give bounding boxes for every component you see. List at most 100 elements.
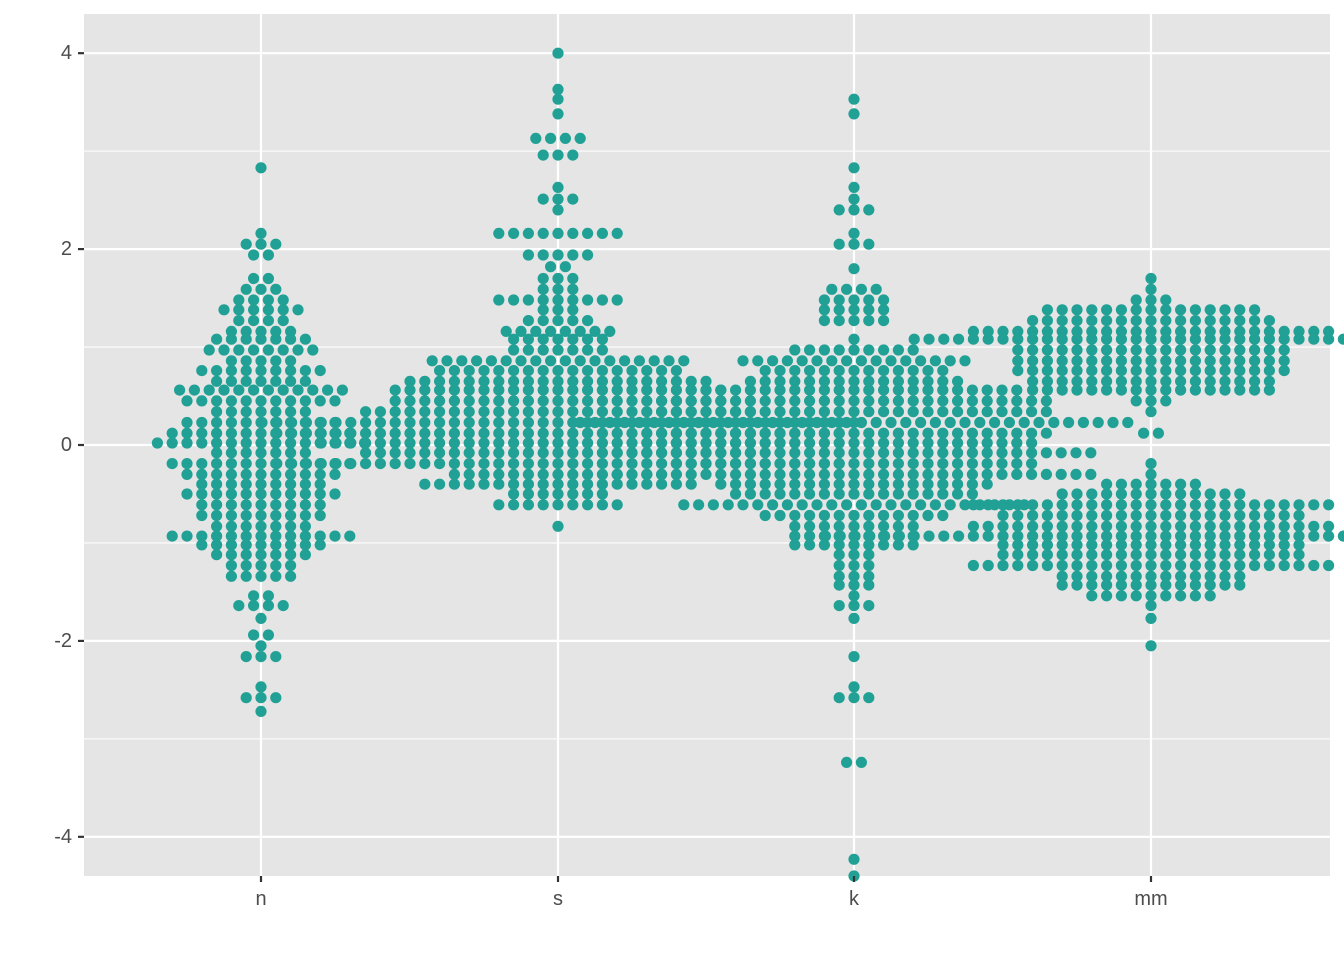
data-point-k (833, 395, 845, 407)
data-point-s (685, 478, 697, 490)
data-point-mm (1308, 520, 1320, 532)
data-point-k (589, 416, 601, 429)
data-point-s (522, 478, 535, 490)
data-point-mm (1145, 333, 1157, 345)
data-point-mm (1175, 355, 1187, 367)
data-point-k (959, 416, 971, 429)
data-point-k (848, 238, 860, 250)
data-point-mm (1145, 579, 1157, 591)
data-point-k (892, 395, 905, 407)
data-point-mm (1130, 570, 1142, 582)
data-point-s (463, 384, 475, 396)
data-point-s (589, 325, 601, 337)
data-point-n (270, 468, 282, 480)
data-point-n (196, 365, 208, 377)
data-point-k (863, 395, 875, 407)
data-point-s (596, 375, 609, 387)
data-point-k (826, 499, 838, 511)
data-point-s (582, 427, 594, 439)
data-point-k (848, 204, 860, 216)
data-point-k (848, 692, 860, 704)
data-point-s (345, 427, 357, 439)
data-point-k (730, 437, 742, 449)
data-point-k (670, 395, 683, 407)
data-point-mm (1175, 579, 1187, 591)
data-point-k (700, 458, 712, 470)
data-point-mm (997, 499, 1009, 511)
data-point-s (648, 355, 660, 367)
data-point-mm (1293, 499, 1305, 511)
data-point-k (878, 427, 890, 439)
data-point-mm (938, 530, 950, 542)
data-point-mm (1041, 520, 1053, 532)
data-point-mm (1175, 325, 1187, 337)
data-point-mm (1219, 570, 1231, 582)
data-point-k (878, 488, 890, 500)
data-point-mm (982, 325, 994, 337)
data-point-mm (1160, 509, 1172, 522)
data-point-mm (1130, 375, 1142, 387)
data-point-mm (1101, 478, 1113, 490)
data-point-n (233, 384, 245, 396)
data-point-mm (1115, 539, 1127, 551)
data-point-s (611, 384, 623, 396)
data-point-mm (938, 333, 950, 345)
data-point-k (841, 416, 853, 429)
data-point-k (959, 499, 971, 511)
data-point-s (552, 416, 564, 429)
data-point-s (611, 427, 623, 439)
data-point-n (314, 478, 326, 490)
data-point-k (922, 458, 934, 470)
data-point-k (670, 437, 683, 449)
data-point-k (685, 468, 697, 480)
data-point-s (567, 315, 579, 327)
data-point-mm (1175, 570, 1187, 582)
data-point-k (789, 447, 801, 459)
data-point-k (907, 365, 919, 377)
data-point-k (744, 427, 757, 439)
data-point-mm (1249, 509, 1261, 522)
data-point-s (522, 406, 535, 418)
data-point-k (833, 539, 845, 551)
data-point-n (211, 333, 223, 345)
data-point-mm (1101, 384, 1113, 396)
data-point-mm (1071, 315, 1083, 327)
data-point-n (270, 478, 282, 490)
data-point-s (567, 365, 579, 377)
data-point-k (878, 395, 890, 407)
data-point-k (804, 488, 816, 500)
data-point-mm (1160, 315, 1172, 327)
data-point-s (537, 315, 549, 327)
data-point-mm (1160, 365, 1172, 377)
data-point-k (789, 468, 801, 480)
data-point-mm (1219, 375, 1231, 387)
data-point-k (892, 365, 905, 377)
data-point-mm (1012, 559, 1024, 572)
data-point-n (262, 344, 274, 356)
data-point-s (552, 365, 564, 377)
data-point-n (314, 509, 326, 522)
data-point-k (892, 427, 905, 439)
data-point-k (1011, 384, 1023, 396)
data-point-k (715, 478, 727, 490)
data-point-k (863, 365, 875, 377)
data-point-mm (1145, 406, 1157, 418)
data-point-mm (1189, 539, 1201, 551)
data-point-mm (967, 499, 980, 511)
data-point-k (1040, 395, 1052, 407)
data-point-mm (1234, 384, 1246, 396)
data-point-s (493, 437, 505, 449)
data-point-mm (1130, 530, 1142, 542)
data-point-k (878, 304, 890, 316)
data-point-s (507, 333, 520, 345)
data-point-s (537, 333, 549, 345)
data-point-s (552, 304, 564, 316)
data-point-mm (1189, 499, 1201, 511)
data-point-mm (1130, 344, 1142, 356)
data-point-s (552, 149, 564, 161)
data-point-k (833, 570, 845, 582)
data-point-k (878, 384, 890, 396)
data-point-s (633, 355, 646, 367)
data-point-n (240, 692, 252, 704)
data-point-s (552, 427, 564, 439)
